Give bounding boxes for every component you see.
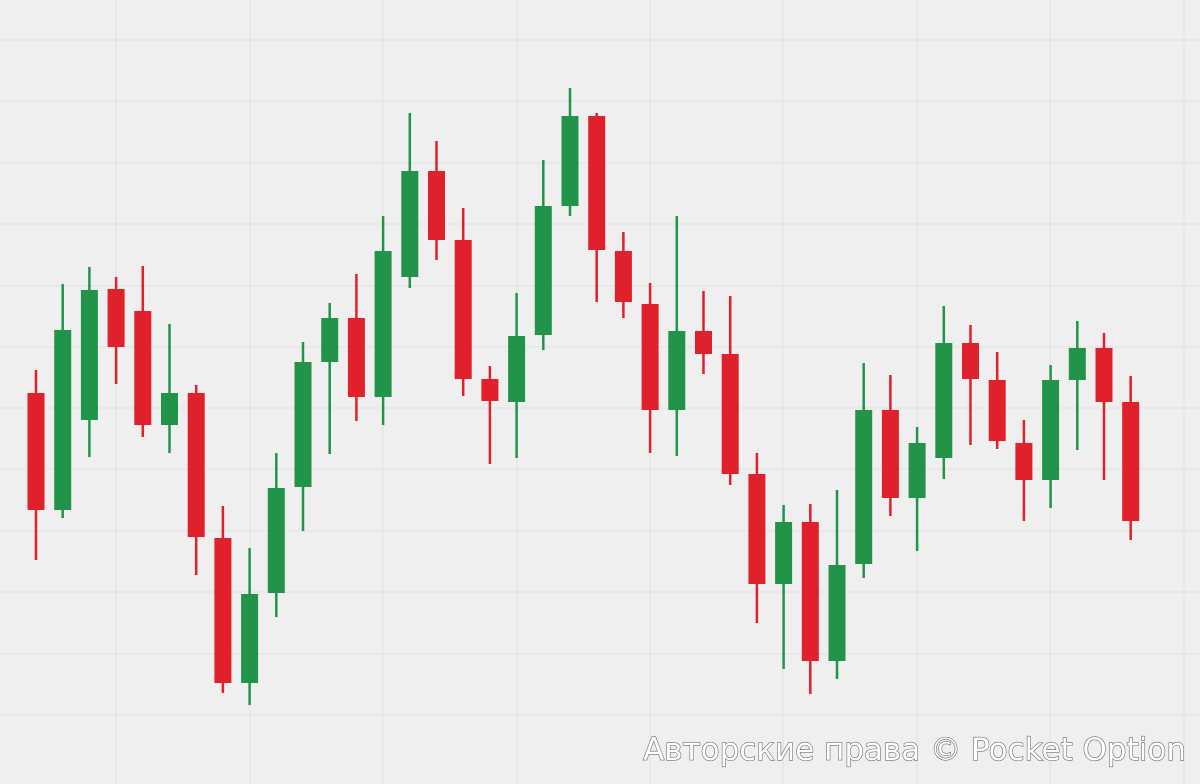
candle-body [374,251,392,397]
candle-body [347,318,365,397]
candle-body [161,393,178,425]
candle-body [721,354,739,474]
candle-body [641,304,659,410]
candle-body [187,393,205,537]
candle-body [241,594,259,683]
candle-body [668,331,686,410]
candle-body [1095,348,1113,402]
candle-body [80,290,98,420]
candle-body [988,380,1006,441]
candle-body [588,116,606,250]
candles [27,88,1140,705]
candle-body [107,289,125,347]
candle-body [801,522,819,661]
candle-body [27,393,45,510]
candle-body [508,336,526,402]
candle-body [454,240,472,379]
candle-body [534,206,552,335]
candle-body [134,311,152,425]
candle-body [908,443,926,498]
candle-body [775,522,793,584]
grid [0,39,1200,716]
candle-body [1015,443,1033,480]
candle-body [962,343,979,379]
candle-body [54,330,72,510]
candle-body [828,565,846,661]
candle-body [321,318,339,362]
candle-body [561,116,579,206]
candle-body [428,171,445,240]
candle-body [214,538,232,683]
candle-body [748,474,766,584]
candle-body [1068,348,1086,380]
candle-body [695,331,712,354]
candle-body [1122,402,1140,521]
candle-body [401,171,419,277]
candle-body [294,362,312,487]
candle-body [1042,380,1060,480]
watermark: Авторские права © Pocket Option [643,732,1186,768]
candle-body [481,379,499,401]
candle-body [935,343,953,458]
candle-body [855,410,873,564]
candle-body [881,410,899,498]
candle-body [267,488,285,593]
candle-body [614,251,632,302]
